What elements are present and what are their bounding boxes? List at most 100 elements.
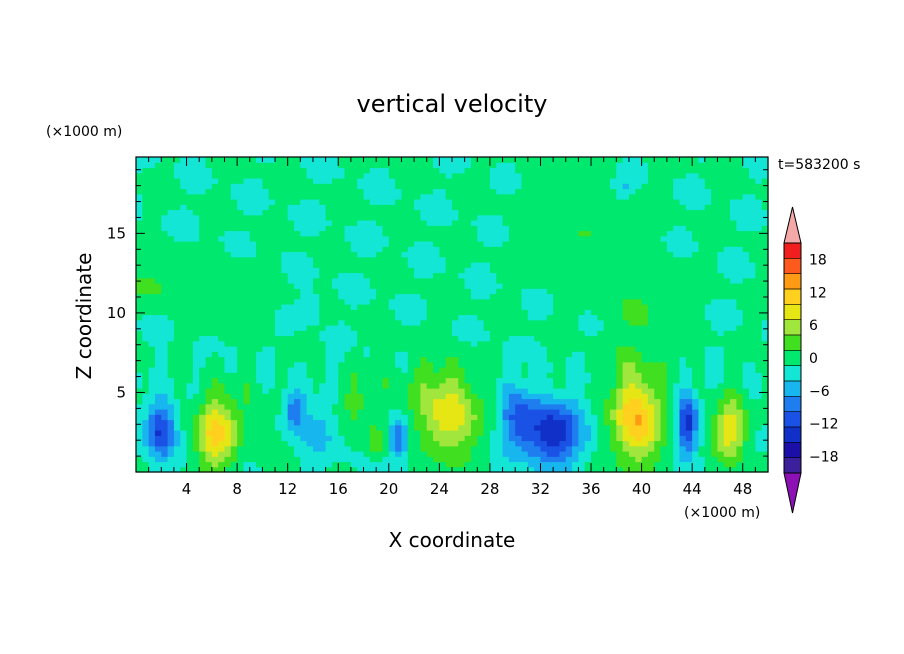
field-cell (230, 409, 238, 415)
field-cell (445, 193, 453, 200)
field-cell (230, 204, 238, 211)
field-cell (565, 235, 573, 242)
field-cell (256, 272, 263, 279)
field-cell (414, 430, 421, 436)
field-cell (388, 246, 396, 253)
field-cell (243, 256, 251, 263)
field-cell (426, 382, 434, 389)
field-cell (199, 346, 207, 352)
field-cell (180, 283, 188, 289)
field-cell (483, 277, 491, 284)
field-cell (243, 335, 251, 342)
field-cell (426, 361, 434, 368)
field-cell (521, 167, 529, 174)
field-cell (180, 225, 188, 232)
field-cell (388, 351, 396, 358)
field-cell (180, 193, 188, 200)
field-cell (218, 204, 226, 211)
field-cell (483, 335, 491, 342)
field-cell (502, 445, 510, 452)
field-cell (502, 262, 510, 268)
field-cell (470, 430, 478, 436)
field-cell (515, 409, 523, 415)
field-cell (388, 251, 396, 258)
field-cell (407, 377, 415, 384)
field-cell (610, 199, 617, 205)
field-cell (331, 246, 339, 253)
field-cell (502, 461, 510, 468)
field-cell (401, 172, 409, 179)
field-cell (173, 267, 181, 274)
field-cell (287, 361, 295, 368)
field-cell (489, 340, 497, 347)
field-cell (426, 262, 434, 268)
field-cell (148, 414, 156, 421)
field-cell (452, 414, 459, 421)
field-cell (483, 298, 491, 305)
field-cell (211, 419, 219, 426)
field-cell (224, 414, 232, 421)
field-cell (344, 456, 352, 463)
field-cell (287, 388, 295, 394)
field-cell (275, 230, 282, 237)
field-cell (622, 398, 630, 405)
field-cell (521, 162, 529, 169)
field-cell (256, 461, 263, 468)
field-cell (584, 367, 592, 373)
field-cell (426, 241, 434, 247)
field-cell (167, 272, 175, 279)
field-cell (357, 414, 365, 421)
field-cell (192, 188, 200, 195)
field-cell (477, 335, 485, 342)
field-cell (470, 451, 478, 457)
field-cell (382, 241, 390, 247)
field-cell (445, 178, 453, 184)
field-cell (300, 314, 308, 321)
field-cell (591, 361, 598, 368)
field-cell (540, 172, 548, 179)
field-cell (565, 351, 573, 358)
field-cell (275, 372, 282, 379)
field-cell (312, 188, 320, 195)
field-cell (331, 340, 339, 347)
field-cell (382, 172, 390, 179)
field-cell (452, 267, 459, 274)
field-cell (464, 293, 472, 300)
field-cell (540, 256, 548, 263)
field-cell (420, 414, 428, 421)
field-cell (136, 162, 143, 169)
field-cell (148, 162, 156, 169)
field-cell (237, 209, 245, 216)
field-cell (275, 246, 282, 253)
field-cell (211, 298, 219, 305)
field-cell (224, 393, 232, 400)
field-cell (420, 220, 428, 226)
field-cell (553, 461, 561, 468)
field-cell (597, 451, 605, 457)
field-cell (199, 172, 207, 179)
field-cell (180, 288, 188, 295)
field-cell (452, 388, 459, 394)
field-cell (496, 272, 504, 279)
field-cell (230, 424, 238, 431)
field-cell (483, 178, 491, 184)
field-cell (249, 388, 257, 394)
field-cell (464, 372, 472, 379)
field-cell (199, 393, 207, 400)
field-cell (508, 204, 516, 211)
field-cell (597, 178, 605, 184)
field-cell (610, 435, 617, 442)
field-cell (565, 214, 573, 221)
field-cell (211, 214, 219, 221)
field-cell (515, 251, 523, 258)
field-cell (249, 267, 257, 274)
field-cell (635, 204, 643, 211)
field-cell (445, 162, 453, 169)
field-cell (186, 330, 194, 337)
field-cell (565, 461, 573, 468)
field-cell (148, 456, 156, 463)
field-cell (496, 314, 504, 321)
field-cell (616, 241, 624, 247)
field-cell (331, 398, 339, 405)
field-cell (395, 398, 403, 405)
